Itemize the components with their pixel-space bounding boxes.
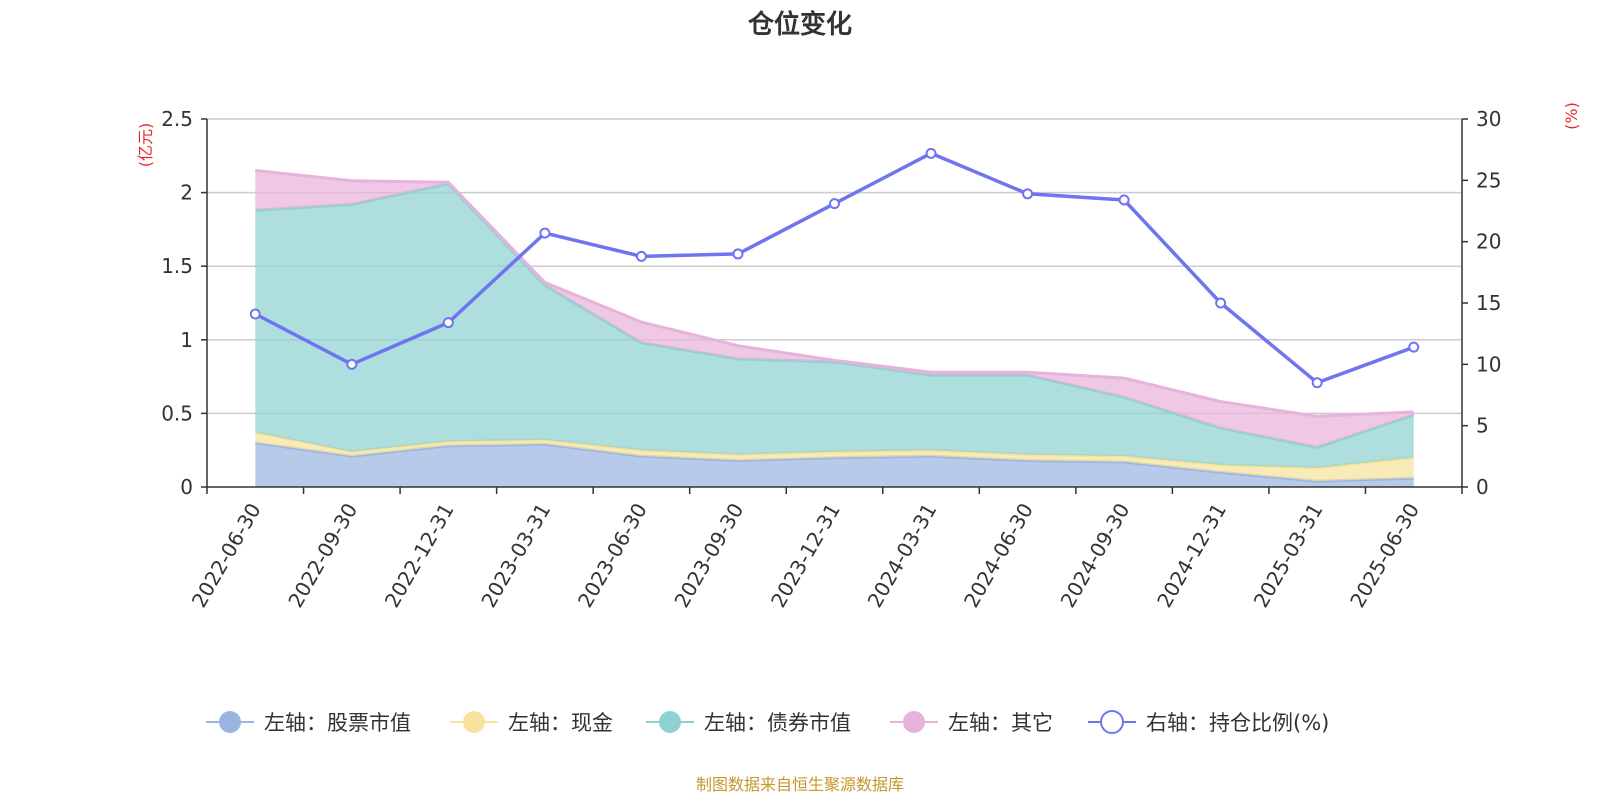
legend-item-1: 左轴：现金 [450,711,613,735]
x-axis-label: 2022-09-30 [283,499,362,612]
left-axis-unit: (亿元) [136,123,155,168]
stacked-areas [255,169,1415,487]
left-axis-tick-label: 0 [180,475,193,499]
legend-marker [1100,710,1124,734]
left-axis-tick-label: 2 [180,181,193,205]
x-axis-label: 2023-09-30 [669,499,748,612]
legend-item-0: 左轴：股票市值 [206,711,411,735]
area-series-3 [255,170,1414,448]
legend-item-3: 左轴：其它 [890,711,1053,735]
chart-title: 仓位变化 [747,9,852,40]
legend-marker [463,711,485,733]
x-axis-label: 2024-09-30 [1056,499,1135,612]
ratio-point [732,248,744,260]
area-series-0 [255,442,1414,487]
legend-label: 左轴：现金 [508,711,613,735]
right-axis-tick-label: 0 [1476,475,1489,499]
legend-marker [219,711,241,733]
area-series-edge-3 [255,169,1414,418]
ratio-point [925,147,937,159]
x-axis-label: 2024-06-30 [959,499,1038,612]
x-axis-label: 2022-12-31 [380,499,459,612]
left-axis-tick-label: 1 [180,328,193,352]
legend-marker [903,711,925,733]
x-axis-label: 2025-03-31 [1249,499,1328,612]
legend-marker [659,711,681,733]
ratio-point [249,308,261,320]
x-axis-label: 2024-03-31 [863,499,942,612]
ratio-point [1022,188,1034,200]
ratio-point [635,250,647,262]
legend-label: 左轴：股票市值 [264,711,411,735]
x-axis-label: 2024-12-31 [1152,499,1231,612]
left-axis-tick-label: 2.5 [161,107,193,131]
x-axis-label: 2023-03-31 [476,499,555,612]
legend: 左轴：股票市值 左轴：现金 左轴：债券市值 左轴：其它 右轴：持仓比例(%) [206,710,1329,735]
legend-label: 右轴：持仓比例(%) [1146,711,1329,735]
area-series-2 [255,183,1414,468]
legend-label: 左轴：其它 [948,711,1053,735]
left-axis-tick-label: 0.5 [161,401,193,425]
right-axis-tick-label: 25 [1476,168,1501,192]
x-axis-label: 2025-06-30 [1345,499,1424,612]
ratio-point [442,317,454,329]
right-axis-tick-label: 10 [1476,352,1501,376]
ratio-point [1215,297,1227,309]
legend-label: 左轴：债券市值 [704,711,851,735]
x-axis-label: 2023-12-31 [766,499,845,612]
ratio-point [539,227,551,239]
ratio-point [1311,377,1323,389]
data-source-note: 制图数据来自恒生聚源数据库 [696,775,904,794]
x-axis-label: 2022-06-30 [187,499,266,612]
ratio-point [829,198,840,210]
ratio-point [1408,341,1420,353]
legend-item-2: 左轴：债券市值 [646,711,851,735]
area-series-1 [255,432,1414,482]
right-axis-tick-label: 5 [1476,414,1489,438]
right-axis-unit: (%) [1562,102,1581,130]
ratio-point [346,358,358,370]
right-axis-tick-label: 30 [1476,107,1501,131]
ratio-point [1118,194,1130,206]
x-axis-label: 2023-06-30 [573,499,652,612]
legend-item-4: 右轴：持仓比例(%) [1088,710,1329,735]
ratio-line-layer [249,147,1420,389]
left-axis-tick-label: 1.5 [161,254,193,278]
right-axis-tick-label: 20 [1476,230,1501,254]
right-axis-tick-label: 15 [1476,291,1501,315]
